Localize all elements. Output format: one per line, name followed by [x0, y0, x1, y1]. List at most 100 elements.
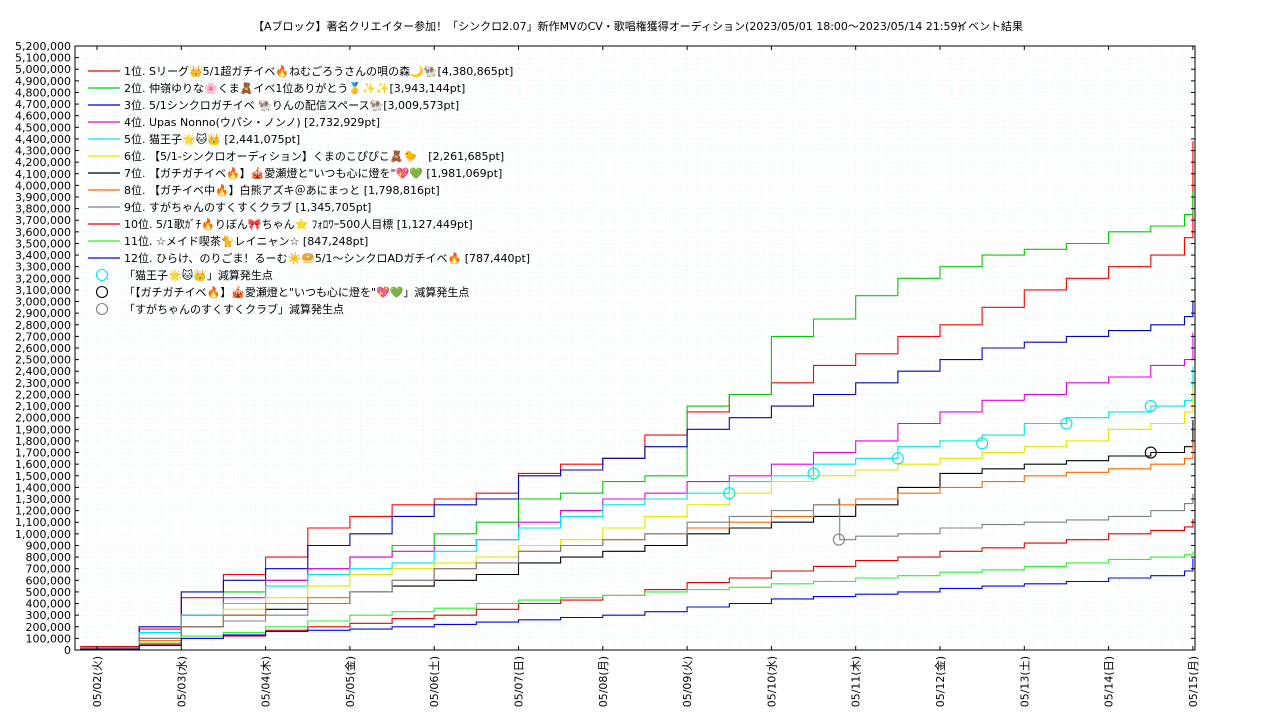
- y-tick-label: 1,200,000: [15, 505, 71, 518]
- y-tick-label: 3,400,000: [15, 249, 71, 262]
- marker-point-1: [1144, 400, 1157, 413]
- marker-point-1: [1060, 417, 1073, 430]
- y-tick-label: 900,000: [26, 539, 72, 552]
- y-tick-label: 1,600,000: [15, 458, 71, 471]
- y-tick-label: 2,500,000: [15, 354, 71, 367]
- y-tick-label: 4,000,000: [15, 179, 71, 192]
- legend-marker-2: [95, 285, 109, 299]
- legend-label-12: 12位. ひらけ、のりごま！るーむ☀️🥯5/1〜シンクロADガチイベ🔥 [787…: [124, 251, 530, 265]
- legend-label-9: 9位. すがちゃんのすくすくクラブ [1,345,705pt]: [124, 200, 371, 214]
- x-tick-label: 05/06(土): [428, 656, 441, 707]
- x-axis: 05/02(火) 05/03(水) 05/04(木) 05/05(金) 05/06(土)…: [91, 46, 1200, 707]
- legend-label-4: 4位. Upas Nonno(ウパシ・ノンノ) [2,732,929pt]: [124, 115, 380, 129]
- y-tick-label: 4,200,000: [15, 156, 71, 169]
- grid: [75, 39, 1195, 651]
- y-tick-label: 4,400,000: [15, 133, 71, 146]
- legend: 1位. Sリーグ👑5/1超ガチイベ🔥ねむごろうさんの唄の森🌙🐏[4,380,86…: [88, 64, 530, 316]
- x-tick-label: 05/14(日): [1103, 656, 1116, 707]
- y-tick-label: 2,300,000: [15, 377, 71, 390]
- y-tick-label: 3,600,000: [15, 226, 71, 239]
- chart-title: 【Aブロック】著名クリエイター参加！「シンクロ2.07」新作MVのCV・歌唱権獲…: [253, 20, 962, 33]
- marker-point-1: [976, 437, 989, 450]
- y-tick-label: 3,300,000: [15, 261, 71, 274]
- y-tick-label: 100,000: [26, 632, 72, 645]
- marker-point-1: [723, 487, 736, 500]
- x-tick-label: 05/07(日): [513, 656, 526, 707]
- y-tick-label: 800,000: [26, 551, 72, 564]
- marker-point-2: [1144, 446, 1157, 459]
- legend-label-3: 3位. 5/1シンクロガチイベ 🐏りんの配信スペース🐏[3,009,573pt]: [124, 98, 459, 112]
- y-tick-label: 4,300,000: [15, 145, 71, 158]
- x-tick-label: 05/08(月): [597, 656, 610, 707]
- y-tick-label: 2,600,000: [15, 342, 71, 355]
- chart-title-row: 【Aブロック】著名クリエイター参加！「シンクロ2.07」新作MVのCV・歌唱権獲…: [0, 18, 1280, 36]
- legend-marker-1: [95, 268, 109, 282]
- y-tick-label: 4,100,000: [15, 168, 71, 181]
- y-tick-label: 4,500,000: [15, 121, 71, 134]
- y-tick-label: 2,900,000: [15, 307, 71, 320]
- y-tick-label: 1,500,000: [15, 470, 71, 483]
- legend-label-5: 5位. 猫王子🌟🐱👑 [2,441,075pt]: [124, 132, 300, 146]
- series-line-9: [80, 493, 1194, 650]
- y-tick-label: 1,100,000: [15, 516, 71, 529]
- y-tick-label: 3,500,000: [15, 237, 71, 250]
- series-line-4: [80, 332, 1194, 650]
- y-tick-label: 1,300,000: [15, 493, 71, 506]
- series-line-12: [80, 558, 1194, 650]
- x-tick-label: 05/03(水): [175, 656, 188, 707]
- legend-label-2: 2位. 仲嶺ゆりな🌸くま🧸イベ1位ありがとう🥇✨✨[3,943,144pt]: [124, 81, 465, 95]
- series-line-11: [80, 551, 1194, 650]
- chart-subtitle: イベント結果: [957, 20, 1023, 33]
- y-tick-label: 200,000: [26, 621, 72, 634]
- y-tick-label: 1,700,000: [15, 447, 71, 460]
- y-tick-label: 3,200,000: [15, 272, 71, 285]
- y-tick-label: 3,100,000: [15, 284, 71, 297]
- series-line-1: [80, 141, 1194, 648]
- y-tick-label: 5,200,000: [15, 40, 71, 53]
- legend-label-8: 8位. 【ガチイベ中🔥】白熊アズキ＠あにまっと [1,798,816pt]: [124, 183, 440, 197]
- y-tick-label: 5,000,000: [15, 63, 71, 76]
- y-tick-label: 4,600,000: [15, 110, 71, 123]
- y-tick-label: 1,000,000: [15, 528, 71, 541]
- y-tick-label: 3,900,000: [15, 191, 71, 204]
- y-tick-label: 2,400,000: [15, 365, 71, 378]
- series-lines: [80, 141, 1194, 650]
- y-tick-label: 4,700,000: [15, 98, 71, 111]
- y-tick-label: 300,000: [26, 609, 72, 622]
- x-tick-label: 05/15(月): [1187, 656, 1200, 707]
- y-tick-label: 0: [64, 644, 71, 657]
- legend-label-7: 7位. 【ガチガチイベ🔥】🎪愛瀬燈と"いつも心に燈を"💖💚 [1,981,069…: [124, 166, 502, 180]
- y-tick-label: 1,400,000: [15, 481, 71, 494]
- marker-point-1: [891, 452, 904, 465]
- marker-point-3: [832, 533, 845, 546]
- series-line-3: [80, 300, 1194, 650]
- y-tick-label: 500,000: [26, 586, 72, 599]
- marker-point-1: [807, 467, 820, 480]
- series-line-5: [80, 366, 1194, 650]
- x-tick-label: 05/09(火): [681, 656, 694, 707]
- x-tick-label: 05/04(木): [260, 656, 273, 707]
- legend-label-1: 1位. Sリーグ👑5/1超ガチイベ🔥ねむごろうさんの唄の森🌙🐏[4,380,86…: [124, 64, 513, 78]
- x-tick-label: 05/12(金): [933, 656, 947, 707]
- y-tick-label: 5,100,000: [15, 52, 71, 65]
- y-tick-label: 600,000: [26, 574, 72, 587]
- y-tick-label: 2,700,000: [15, 330, 71, 343]
- legend-marker-label-1: 「猫王子🌟🐱👑」減算発生点: [124, 268, 273, 282]
- y-tick-label: 700,000: [26, 563, 72, 576]
- x-tick-label: 05/10(水): [765, 656, 778, 707]
- y-tick-label: 4,900,000: [15, 75, 71, 88]
- y-tick-label: 400,000: [26, 598, 72, 611]
- legend-label-10: 10位. 5/1歌ｶﾞﾁ🔥りぼん🎀ちゃん⭐ ﾌｫﾛﾜｰ500人目標 [1,127…: [124, 217, 473, 231]
- subtraction-markers: [723, 400, 1157, 546]
- legend-label-11: 11位. ☆メイド喫茶🐈レイニャン☆ [847,248pt]: [124, 234, 368, 248]
- series-line-6: [80, 387, 1194, 650]
- y-tick-label: 2,000,000: [15, 412, 71, 425]
- legend-marker-label-3: 「すがちゃんのすくすくクラブ」減算発生点: [124, 302, 344, 316]
- y-tick-label: 2,800,000: [15, 319, 71, 332]
- y-tick-label: 4,800,000: [15, 86, 71, 99]
- x-tick-label: 05/13(土): [1018, 656, 1031, 707]
- y-tick-label: 2,100,000: [15, 400, 71, 413]
- x-tick-label: 05/11(木): [850, 656, 863, 707]
- legend-marker-label-2: 「【ガチガチイベ🔥】🎪愛瀬燈と"いつも心に燈を"💖💚」減算発生点: [124, 285, 469, 299]
